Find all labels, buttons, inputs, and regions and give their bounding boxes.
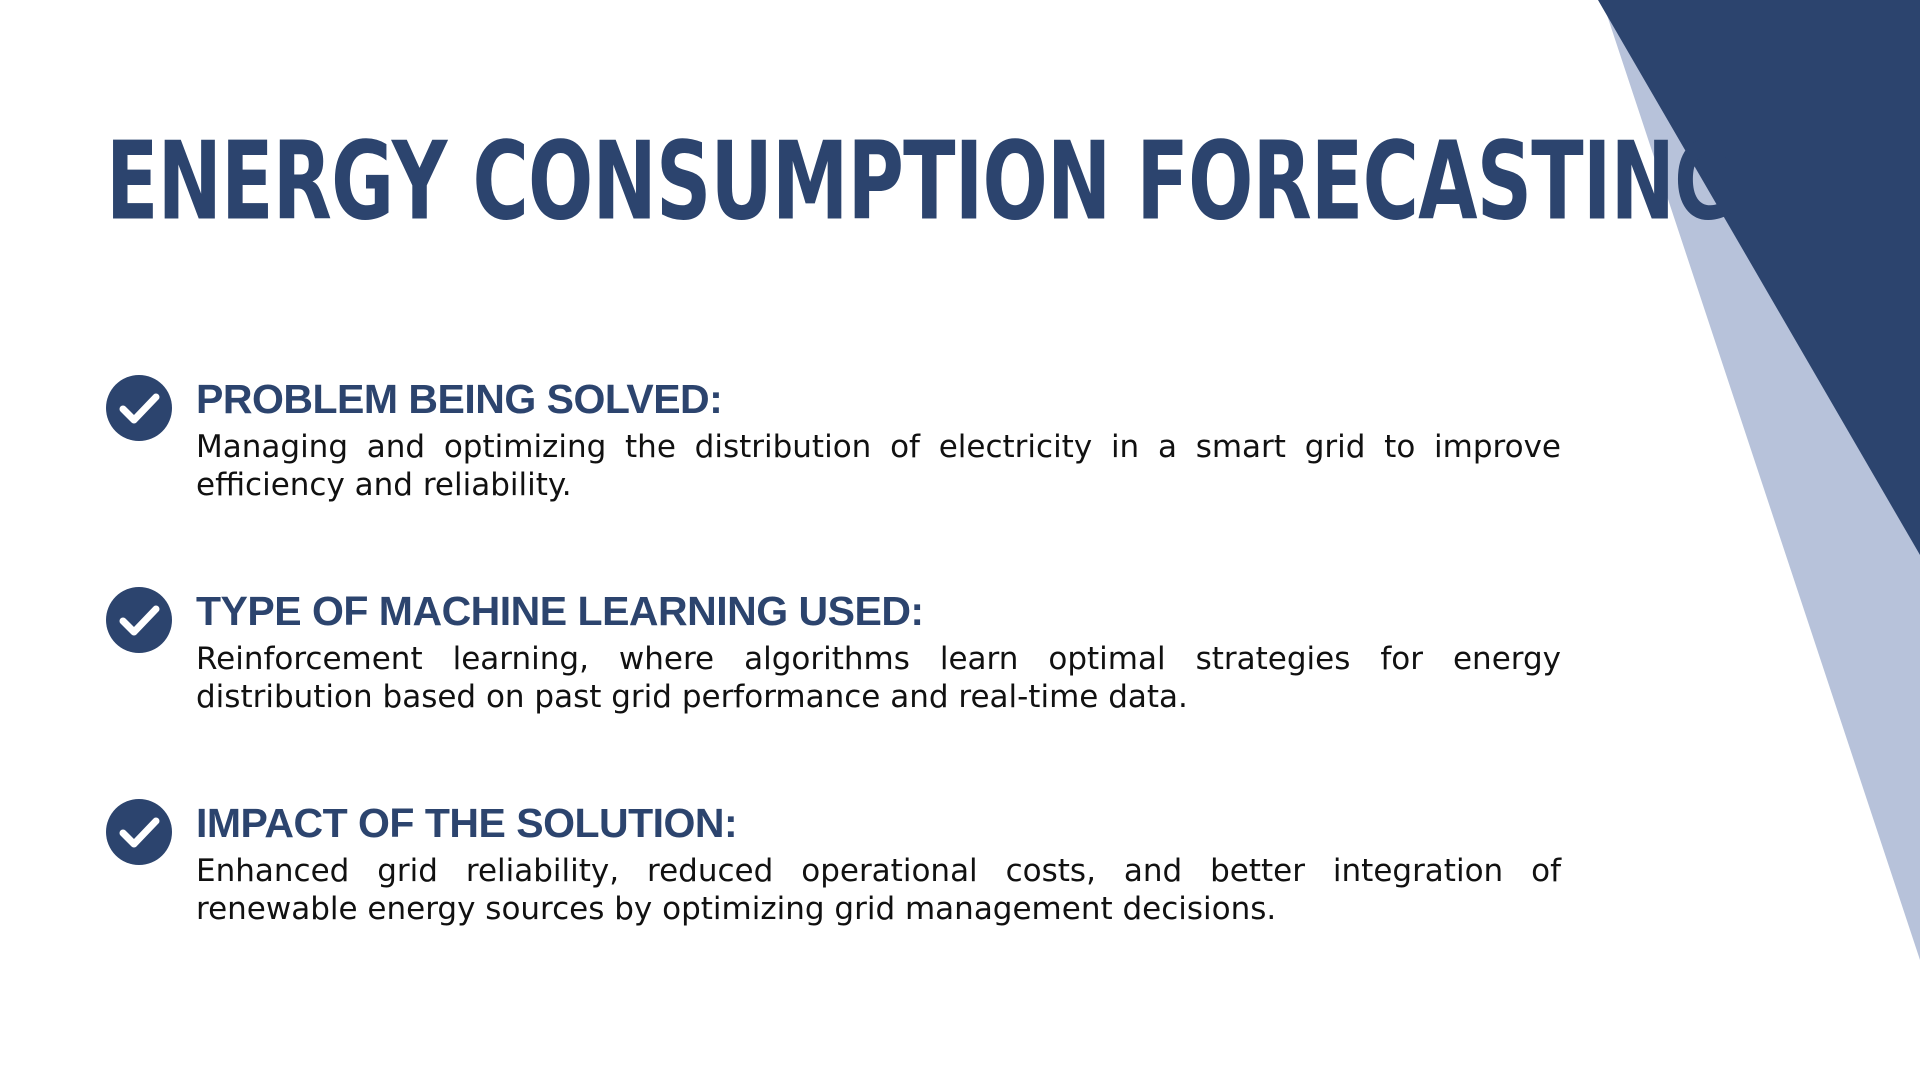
item-text: PROBLEM BEING SOLVED: Managing and optim… (196, 370, 1561, 504)
item-description: Reinforcement learning, where algorithms… (196, 641, 1561, 715)
check-circle-icon (106, 799, 172, 865)
bullet-list: PROBLEM BEING SOLVED: Managing and optim… (106, 370, 1561, 1006)
item-description: Managing and optimizing the distribution… (196, 429, 1561, 503)
list-item: PROBLEM BEING SOLVED: Managing and optim… (106, 370, 1561, 582)
dark-triangle-shape (1598, 0, 1920, 555)
check-circle-icon (106, 587, 172, 653)
item-heading: PROBLEM BEING SOLVED: (196, 376, 723, 422)
list-item: TYPE OF MACHINE LEARNING USED: Reinforce… (106, 582, 1561, 794)
page-title: ENERGY CONSUMPTION FORECASTING (106, 119, 1737, 245)
item-heading: IMPACT OF THE SOLUTION: (196, 800, 738, 846)
check-circle-icon (106, 375, 172, 441)
item-heading: TYPE OF MACHINE LEARNING USED: (196, 588, 924, 634)
list-item: IMPACT OF THE SOLUTION: Enhanced grid re… (106, 794, 1561, 1006)
item-text: TYPE OF MACHINE LEARNING USED: Reinforce… (196, 582, 1561, 716)
item-description: Enhanced grid reliability, reduced opera… (196, 853, 1561, 927)
item-text: IMPACT OF THE SOLUTION: Enhanced grid re… (196, 794, 1561, 928)
